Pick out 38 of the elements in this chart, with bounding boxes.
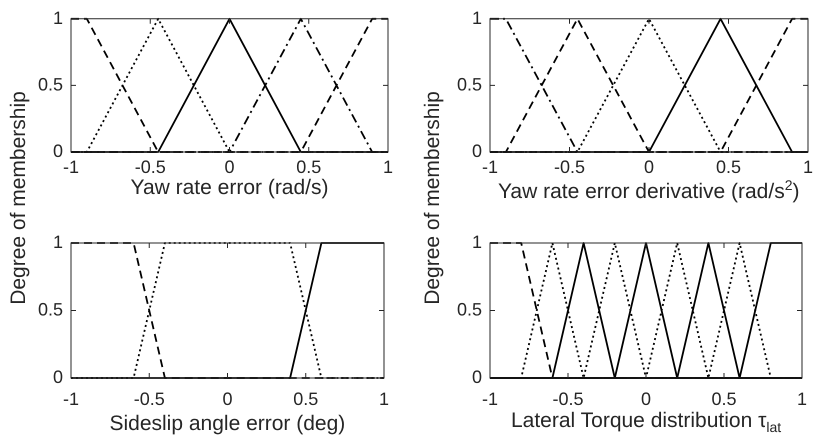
y-tick-label: 0.5 [456,299,482,320]
y-axis-title: Degree of membership [420,91,445,305]
y-tick-label: 0.5 [38,299,63,320]
x-tick-label: 1 [802,156,813,177]
y-tick-label: 0 [472,140,482,161]
x-tick-label: 0 [640,388,652,409]
y-tick-label: 0.5 [456,74,482,94]
y-tick-label: 1 [472,8,482,28]
x-tick-label: 1 [382,156,394,177]
x-tick-label: 0 [222,388,233,409]
x-axis-title: Lateral Torque distribution τ$_{lat}$ [510,409,782,438]
x-tick-label: -0.5 [552,388,584,409]
x-tick-label: 1 [378,388,389,409]
x-tick-label: 0.5 [296,156,322,177]
x-tick-label: -1 [482,388,498,409]
x-tick-label: -1 [62,388,80,409]
y-axis-title: Degree of membership [6,91,31,305]
x-tick-label: 0.5 [711,388,737,409]
x-tick-label: -0.5 [134,388,165,409]
x-axis-title: Yaw rate error (rad/s) [130,176,328,200]
y-tick-label: 1 [52,232,63,252]
x-axis-title: Sideslip angle error (deg) [109,412,346,436]
x-tick-label: -1 [62,156,80,177]
y-tick-label: 0 [52,140,63,161]
x-tick-label: -0.5 [554,156,586,177]
x-axis-title: Yaw rate error derivative (rad/s$^{2}$) [498,176,800,202]
x-tick-label: -0.5 [134,156,166,177]
y-tick-label: 1 [472,232,482,252]
y-tick-label: 1 [52,8,63,28]
x-tick-label: 1 [796,388,807,409]
x-tick-label: 0 [644,156,654,177]
y-tick-label: 0.5 [38,74,63,94]
x-tick-label: 0.5 [293,388,318,409]
y-tick-label: 0 [52,366,63,387]
x-tick-label: 0 [224,156,235,177]
x-tick-label: 0.5 [716,156,742,177]
x-tick-label: -1 [482,156,498,177]
y-tick-label: 0 [472,366,482,387]
